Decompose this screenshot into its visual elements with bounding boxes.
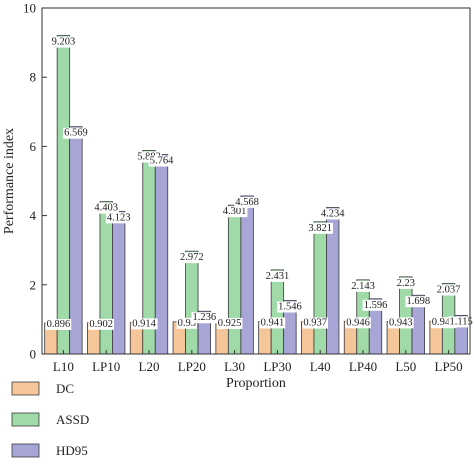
data-label-background bbox=[264, 270, 291, 282]
data-label: 5.764 bbox=[150, 156, 174, 167]
data-label: 2.972 bbox=[180, 252, 204, 263]
data-label: 2.431 bbox=[266, 271, 290, 282]
bar-assd-lp20 bbox=[185, 250, 199, 355]
legend-swatch-hd95 bbox=[11, 443, 40, 458]
data-label-background bbox=[448, 316, 474, 328]
legend-swatch-assd bbox=[11, 412, 40, 427]
data-label-background bbox=[148, 155, 176, 167]
x-axis-title: Proportion bbox=[226, 376, 286, 391]
data-label: 0.902 bbox=[89, 319, 113, 330]
legend-label-hd95: HD95 bbox=[56, 443, 88, 458]
bar-assd-l40 bbox=[313, 221, 327, 355]
data-label-background bbox=[430, 317, 457, 329]
data-label: 1.115 bbox=[449, 316, 472, 327]
data-label: 0.914 bbox=[132, 318, 156, 329]
data-label-background bbox=[307, 222, 334, 234]
data-label-background bbox=[191, 312, 218, 324]
data-label: 1.546 bbox=[278, 302, 302, 313]
data-label: 2.037 bbox=[437, 285, 461, 296]
plot-frame bbox=[41, 7, 471, 355]
data-label: 4.568 bbox=[235, 197, 259, 208]
data-label: 4.234 bbox=[321, 209, 345, 220]
x-tick-label: LP20 bbox=[178, 359, 206, 374]
bar-hd95-l30 bbox=[240, 195, 254, 355]
data-label-background bbox=[387, 317, 414, 329]
x-tick-label: LP10 bbox=[92, 359, 120, 374]
data-label: 3.821 bbox=[308, 223, 332, 234]
data-label-background bbox=[221, 206, 248, 218]
x-tick-label: L40 bbox=[310, 359, 331, 374]
data-label-background bbox=[105, 212, 132, 224]
data-label: 2.23 bbox=[397, 278, 415, 289]
x-tick-label: LP30 bbox=[263, 359, 291, 374]
data-label-background bbox=[234, 196, 260, 208]
y-tick-label: 6 bbox=[30, 139, 37, 154]
data-label-background bbox=[350, 280, 376, 292]
data-label-background bbox=[63, 127, 89, 139]
x-tick-label: LP50 bbox=[435, 359, 463, 374]
legend-label-dc: DC bbox=[56, 381, 74, 396]
data-label-background bbox=[176, 317, 197, 329]
data-label-background bbox=[319, 208, 347, 220]
data-label-background bbox=[50, 36, 77, 48]
data-label-background bbox=[395, 277, 416, 289]
data-label: 9.203 bbox=[52, 37, 76, 48]
data-label: 2.143 bbox=[351, 281, 375, 292]
data-label-background bbox=[302, 317, 329, 329]
data-label: 0.943 bbox=[389, 317, 413, 328]
y-tick-label: 8 bbox=[30, 70, 37, 85]
data-label: 0.925 bbox=[218, 318, 242, 329]
x-tick-label: L50 bbox=[395, 359, 416, 374]
data-label-background bbox=[277, 301, 303, 313]
axes: 0 2 4 6 8 10 L10 LP10 L20 LP20 L30 LP30 L40 LP40 L50 LP… bbox=[2, 1, 471, 391]
legend-label-assd: ASSD bbox=[56, 412, 89, 427]
x-tick-label: L10 bbox=[53, 359, 74, 374]
x-tick-label: L30 bbox=[224, 359, 245, 374]
data-label: 6.569 bbox=[64, 128, 88, 139]
y-axis-title: Performance index bbox=[2, 128, 17, 234]
y-tick-label: 10 bbox=[23, 1, 36, 16]
data-label: 1.698 bbox=[406, 296, 430, 307]
data-label: 1.596 bbox=[364, 300, 388, 311]
bar-hd95-lp10 bbox=[112, 210, 126, 355]
bar-assd-lp10 bbox=[99, 201, 113, 355]
x-tick-label: LP40 bbox=[349, 359, 377, 374]
data-label-background bbox=[93, 202, 120, 214]
bar-assd-l10 bbox=[56, 35, 71, 355]
y-tick-label: 2 bbox=[30, 277, 37, 292]
data-label: 0.941 bbox=[261, 317, 285, 328]
data-label-background bbox=[45, 318, 72, 330]
data-label: 4.123 bbox=[107, 212, 131, 223]
data-label-background bbox=[362, 299, 389, 311]
plot-area: 0.8969.2036.5690.9024.4034.1230.9145.882… bbox=[44, 35, 474, 355]
x-tick-label: L20 bbox=[139, 359, 160, 374]
data-label-background bbox=[435, 284, 462, 296]
data-label-background bbox=[259, 317, 286, 329]
bar-hd95-l10 bbox=[69, 126, 83, 355]
data-label-background bbox=[345, 317, 371, 329]
data-label-background bbox=[131, 318, 158, 330]
bar-assd-l30 bbox=[227, 204, 242, 355]
data-label: 0.946 bbox=[346, 317, 370, 328]
data-label-background bbox=[216, 317, 243, 329]
legend: DC ASSD HD95 bbox=[11, 381, 89, 458]
data-label-background bbox=[405, 296, 432, 308]
y-tick-label: 4 bbox=[30, 208, 37, 223]
data-label-background bbox=[178, 252, 205, 264]
legend-swatch-dc bbox=[11, 381, 40, 396]
data-label: 1.236 bbox=[192, 312, 216, 323]
y-tick-label: 0 bbox=[30, 347, 37, 362]
data-label: 4.301 bbox=[223, 206, 247, 217]
data-label: 0.896 bbox=[47, 319, 71, 330]
data-label: 0.948 bbox=[432, 317, 456, 328]
data-label: 4.403 bbox=[94, 203, 118, 214]
data-label-background bbox=[88, 318, 115, 330]
data-label: 0.93 bbox=[178, 318, 196, 329]
data-label: 0.937 bbox=[303, 318, 327, 329]
